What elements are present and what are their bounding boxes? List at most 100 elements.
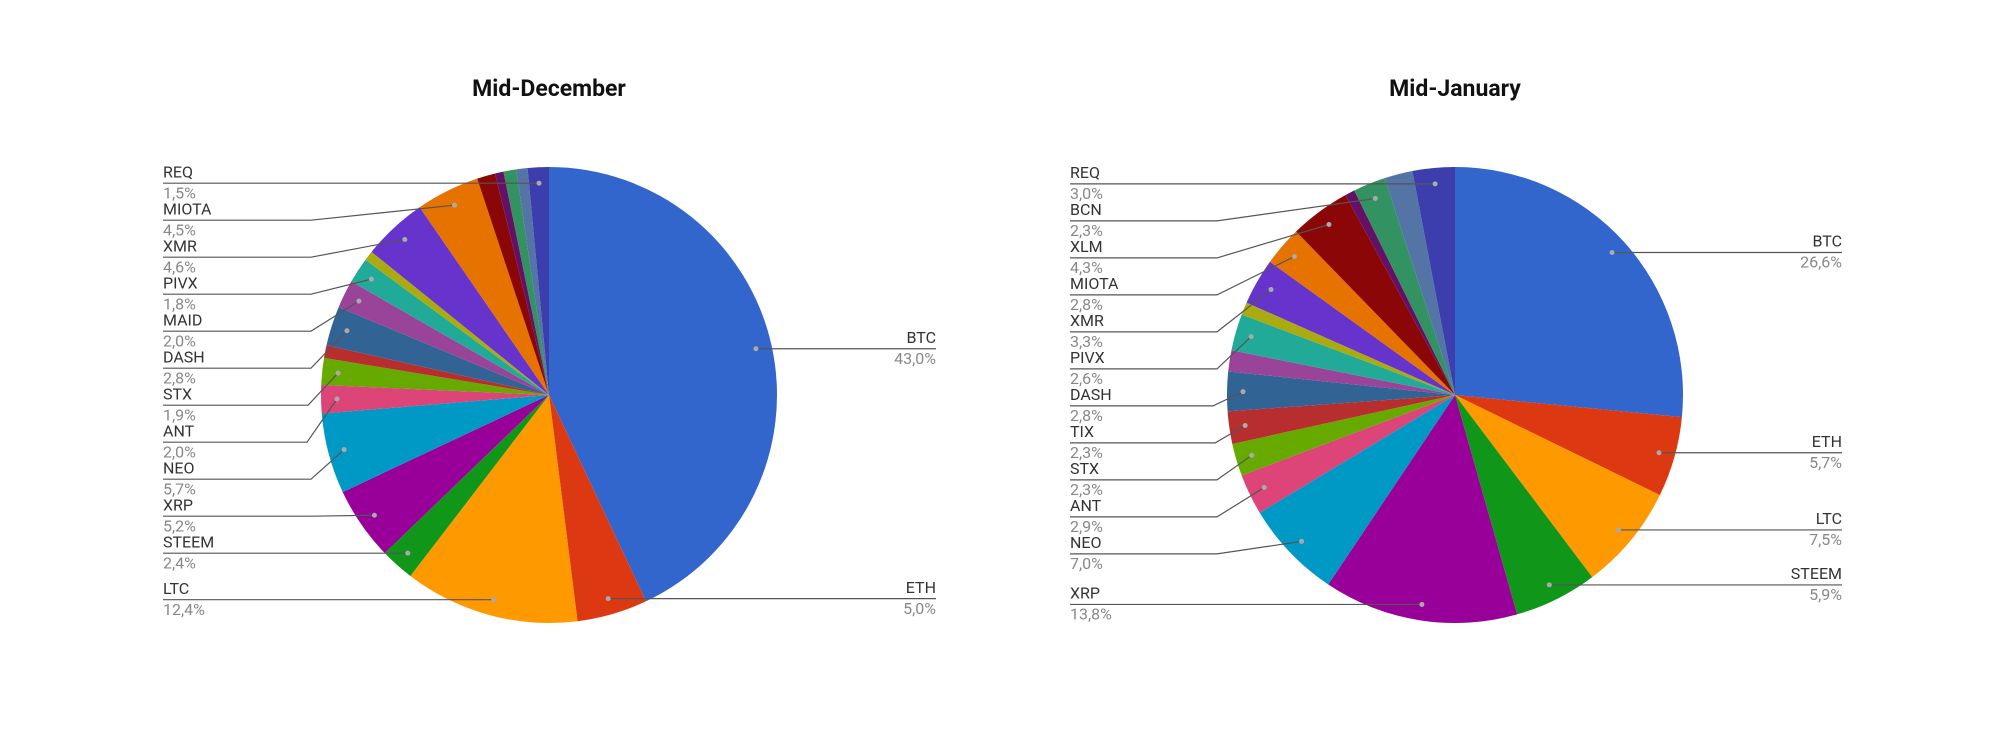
slice-value-label: 2,8% xyxy=(1070,295,1103,314)
slice-label: XLM xyxy=(1070,237,1103,256)
pie-slice xyxy=(549,167,777,602)
slice-value-label: 2,8% xyxy=(163,368,196,387)
leader-line xyxy=(163,449,345,480)
pie-slice xyxy=(1241,395,1455,513)
leader-dot xyxy=(1609,250,1615,256)
pie-slice xyxy=(1246,261,1455,395)
leader-dot xyxy=(1616,527,1622,533)
slice-value-label: 13,8% xyxy=(1070,605,1112,624)
pie-slice xyxy=(1455,395,1660,578)
slice-label: STX xyxy=(163,384,192,403)
leader-line xyxy=(163,514,375,517)
slice-label: STX xyxy=(1070,459,1099,478)
leader-dot xyxy=(1240,389,1246,395)
leader-dot xyxy=(335,370,341,376)
slice-value-label: 1,8% xyxy=(163,294,196,313)
pie-slice xyxy=(365,251,549,395)
pie-slice xyxy=(321,395,549,493)
pie-slice xyxy=(1228,350,1455,395)
pie-slice xyxy=(477,173,549,395)
pie-slice xyxy=(1269,231,1455,395)
leader-line xyxy=(1070,391,1244,407)
leader-dot xyxy=(344,328,350,334)
leader-line xyxy=(1070,424,1246,444)
slice-label: ETH xyxy=(906,578,936,597)
leader-line xyxy=(1070,540,1302,555)
slice-label: BCN xyxy=(1070,200,1102,219)
slice-value-label: 2,3% xyxy=(1070,221,1103,240)
leader-dot xyxy=(371,512,377,518)
slice-label: PIVX xyxy=(1070,348,1105,367)
pie-slice xyxy=(342,395,549,554)
pie-slice xyxy=(1231,314,1455,395)
leader-dot xyxy=(402,237,408,243)
leader-dot xyxy=(1248,334,1254,340)
leader-dot xyxy=(1326,221,1332,227)
leader-dot xyxy=(753,346,759,352)
pie-slice xyxy=(1232,395,1455,476)
slice-value-label: 4,6% xyxy=(163,257,196,276)
leader-dot xyxy=(1299,538,1305,544)
leader-line xyxy=(1070,454,1253,481)
slice-value-label: 3,0% xyxy=(1070,184,1103,203)
pie-slice xyxy=(1384,171,1455,395)
pie-slice xyxy=(351,259,549,395)
slice-label: XRP xyxy=(1070,584,1100,603)
pie-slice xyxy=(321,357,549,395)
slice-label: BTC xyxy=(1813,232,1843,251)
pie-slice xyxy=(410,395,578,623)
leader-line xyxy=(163,278,372,295)
leader-dot xyxy=(368,276,374,282)
slice-value-label: 5,7% xyxy=(1809,453,1842,472)
chart-title: Mid-December xyxy=(472,75,626,102)
slice-label: DASH xyxy=(163,347,205,366)
leader-dot xyxy=(1372,196,1378,202)
pie-slice xyxy=(1354,178,1455,395)
slice-value-label: 2,8% xyxy=(1070,406,1103,425)
slice-label: ANT xyxy=(1070,496,1102,515)
pie-slice xyxy=(1412,167,1455,395)
slice-label: REQ xyxy=(163,162,193,181)
leader-line xyxy=(163,372,339,406)
pie-slice xyxy=(1226,371,1455,412)
pie-slice xyxy=(419,178,549,395)
leader-dot xyxy=(605,596,611,602)
slice-label: MIOTA xyxy=(1070,274,1119,293)
leader-dot xyxy=(1249,452,1255,458)
slice-value-label: 3,3% xyxy=(1070,332,1103,351)
slice-value-label: 43,0% xyxy=(894,349,936,368)
slice-value-label: 5,9% xyxy=(1809,585,1842,604)
slice-label: MAID xyxy=(163,310,202,329)
slice-label: LTC xyxy=(163,579,189,598)
leader-line xyxy=(1070,223,1330,259)
pie-slice xyxy=(1296,195,1455,395)
leader-dot xyxy=(334,396,340,402)
slice-value-label: 5,0% xyxy=(903,599,936,618)
leader-dot xyxy=(1261,485,1267,491)
pie-slice xyxy=(1328,395,1518,623)
pie-slice xyxy=(527,167,549,395)
leader-dot xyxy=(341,447,347,453)
slice-value-label: 2,6% xyxy=(1070,369,1103,388)
slice-value-label: 1,9% xyxy=(163,405,196,424)
slice-label: DASH xyxy=(1070,385,1112,404)
pie-slice xyxy=(1241,302,1455,395)
slice-label: PIVX xyxy=(163,273,198,292)
leader-dot xyxy=(1419,601,1425,607)
slice-value-label: 5,2% xyxy=(163,516,196,535)
pie-slice xyxy=(1227,395,1455,444)
slice-label: XMR xyxy=(163,236,197,255)
slice-label: STEEM xyxy=(163,532,214,551)
pie-slice xyxy=(326,307,549,395)
leader-dot xyxy=(356,298,362,304)
leader-dot xyxy=(1546,582,1552,588)
slice-label: ANT xyxy=(163,421,195,440)
leader-line xyxy=(1070,197,1376,222)
slice-value-label: 12,4% xyxy=(163,600,205,619)
leader-dot xyxy=(1291,254,1297,260)
leader-dot xyxy=(1268,287,1274,293)
slice-label: ETH xyxy=(1812,432,1842,451)
leader-line xyxy=(163,238,405,258)
leader-line xyxy=(1070,289,1272,333)
slice-label: TIX xyxy=(1070,422,1094,441)
